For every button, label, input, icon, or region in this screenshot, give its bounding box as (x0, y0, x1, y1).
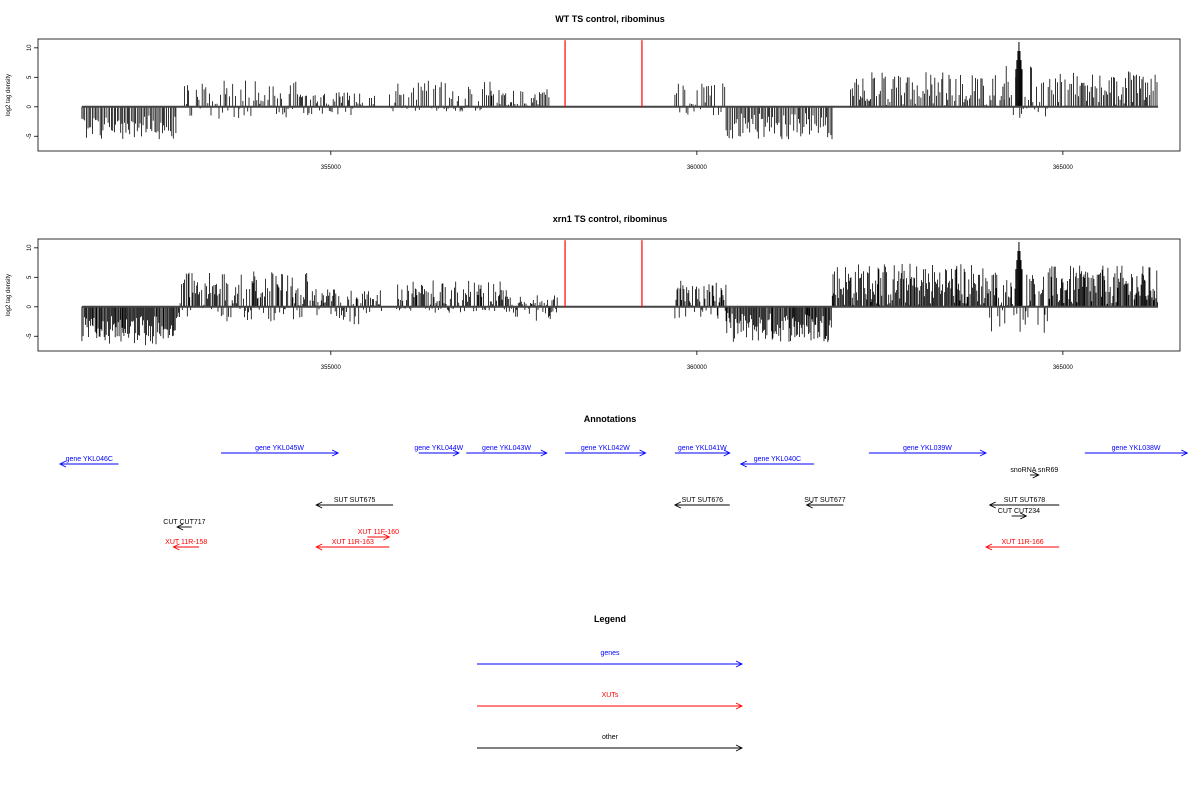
feature-arrow (176, 523, 192, 531)
feature-label: gene YKL039W (903, 445, 952, 452)
feature-arrow (367, 533, 391, 541)
feature-label: gene YKL041W (678, 445, 727, 452)
feature-label: gene YKL046C (66, 456, 113, 463)
x-tick-label: 355000 (321, 165, 342, 171)
wt-plot-frame (37, 38, 1181, 152)
y-tick-label: 5 (27, 75, 33, 79)
feature-label: SUT SUT678 (1004, 497, 1046, 504)
x-tick-label: 365000 (1053, 365, 1074, 371)
xrn1-track: xrn1 TS control, ribominus log2 tag dens… (6, 214, 1181, 371)
feature-label: SUT SUT676 (682, 497, 724, 504)
y-tick-label: -5 (27, 333, 33, 339)
xrn1-plot-frame (37, 238, 1181, 352)
y-tick-label: 10 (27, 44, 33, 51)
legend-arrow (477, 744, 744, 752)
feature-arrow (868, 449, 988, 457)
feature-label: SUT SUT677 (804, 497, 846, 504)
y-tick-label: -5 (27, 133, 33, 139)
wt-track: WT TS control, ribominus log2 tag densit… (6, 14, 1181, 171)
wt-track-title: WT TS control, ribominus (555, 14, 665, 24)
feature-label: XUT 11R-163 (332, 539, 374, 546)
legend-label: XUTs (602, 692, 619, 699)
feature-arrow (172, 543, 200, 551)
y-tick-label: 10 (27, 244, 33, 251)
feature-arrow (315, 501, 394, 509)
feature-arrow (315, 543, 390, 551)
feature-arrow (674, 449, 731, 457)
feature-label: XUT 11R-158 (165, 539, 207, 546)
feature-label: snoRNA snR69 (1010, 467, 1058, 474)
y-tick-label: 5 (27, 275, 33, 279)
wt-bars (81, 40, 1159, 140)
feature-label: XUT 11F-160 (358, 529, 399, 536)
feature-arrow (1029, 471, 1040, 479)
legend: Legend genes XUTs other (477, 614, 744, 752)
feature-label: gene YKL045W (255, 445, 304, 452)
legend-label: genes (600, 650, 620, 657)
legend-label: other (602, 734, 619, 741)
feature-arrow (985, 543, 1060, 551)
legend-items: genes XUTs other (477, 650, 744, 752)
x-tick-label: 365000 (1053, 165, 1074, 171)
feature-label: SUT SUT675 (334, 497, 376, 504)
feature-label: XUT 11R-166 (1002, 539, 1044, 546)
feature-arrow (58, 460, 119, 468)
feature-arrow (565, 449, 647, 457)
y-tick-label: 0 (27, 304, 33, 308)
legend-arrow (477, 702, 744, 710)
wt-axes: -5 0 5 10 355000 360000 365000 (27, 44, 1074, 171)
feature-arrow (418, 449, 460, 457)
feature-arrow (221, 449, 340, 457)
feature-arrow (673, 501, 730, 509)
feature-label: gene YKL044W (414, 445, 463, 452)
feature-label: gene YKL038W (1112, 445, 1161, 452)
feature-arrow (466, 449, 548, 457)
y-tick-label: 0 (27, 104, 33, 108)
x-tick-label: 355000 (321, 365, 342, 371)
feature-label: CUT CUT717 (163, 519, 205, 526)
feature-arrow (1011, 512, 1028, 520)
legend-title: Legend (594, 614, 626, 624)
feature-arrow (739, 460, 814, 468)
xrn1-bars (81, 240, 1159, 346)
annotations-title: Annotations (584, 414, 637, 424)
legend-arrow (477, 660, 744, 668)
feature-arrow (988, 501, 1060, 509)
x-tick-label: 360000 (687, 365, 708, 371)
feature-label: gene YKL040C (754, 456, 801, 463)
feature-arrow (1084, 449, 1189, 457)
feature-label: CUT CUT234 (998, 508, 1040, 515)
annotation-features: gene YKL046C gene YKL045W gene YKL044W gene… (58, 445, 1189, 551)
xrn1-axes: -5 0 5 10 355000 360000 365000 (27, 244, 1074, 371)
x-tick-label: 360000 (687, 165, 708, 171)
feature-label: gene YKL043W (482, 445, 531, 452)
wt-y-axis-label: log2 tag density (6, 74, 12, 116)
xrn1-y-axis-label: log2 tag density (6, 274, 12, 316)
feature-label: gene YKL042W (581, 445, 630, 452)
feature-arrow (805, 501, 844, 509)
xrn1-track-title: xrn1 TS control, ribominus (553, 214, 668, 224)
